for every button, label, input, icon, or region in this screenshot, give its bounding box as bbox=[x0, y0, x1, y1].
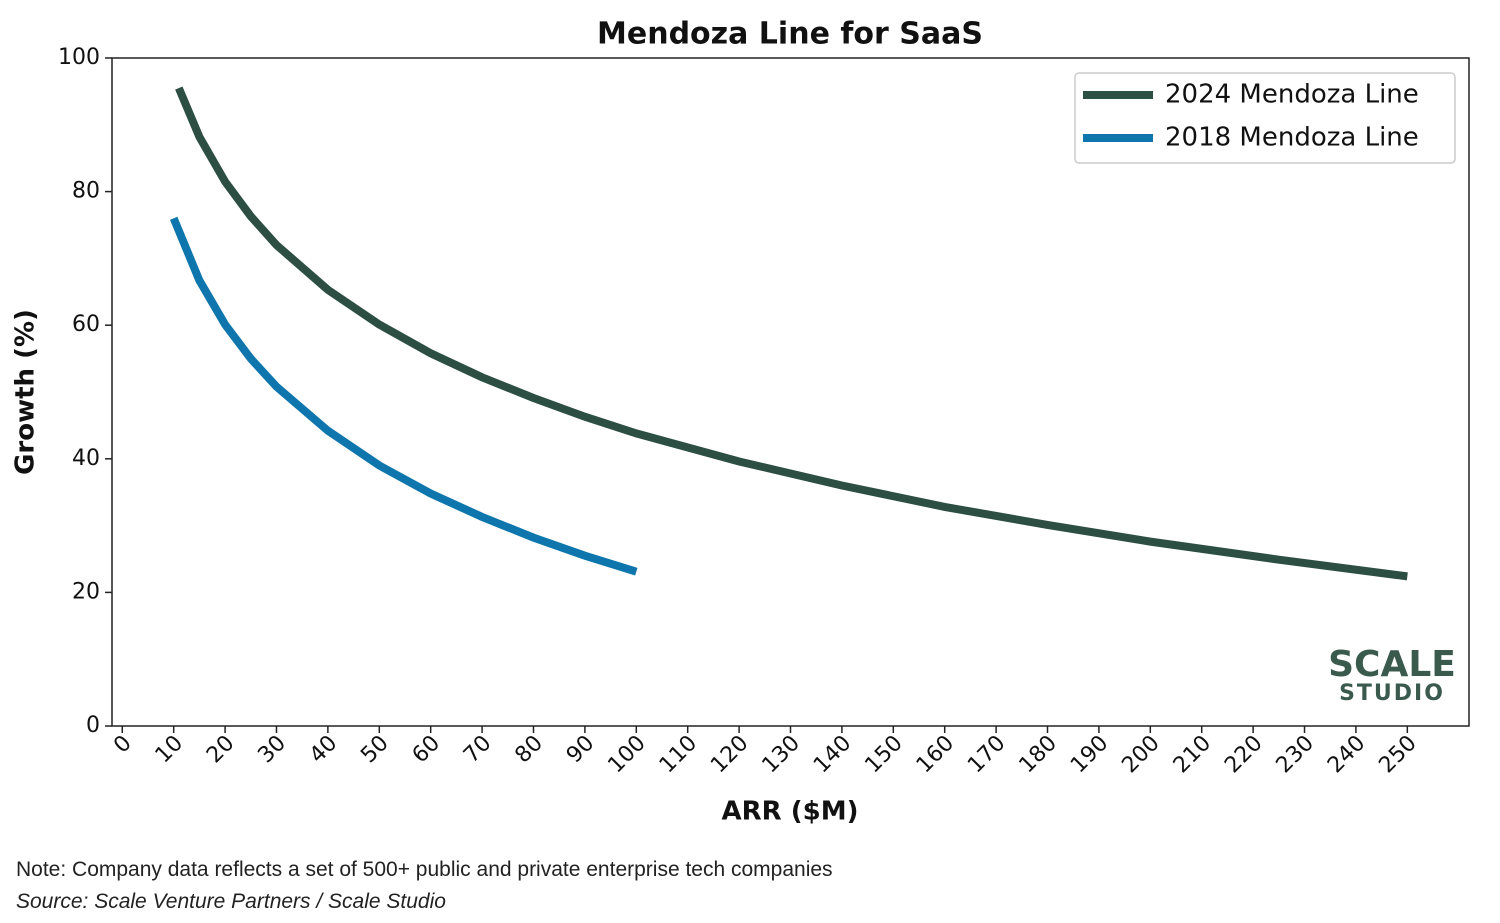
series-line bbox=[175, 86, 1408, 581]
chart-title: Mendoza Line for SaaS bbox=[597, 17, 983, 52]
x-tick-label: 150 bbox=[860, 731, 907, 778]
x-tick-label: 60 bbox=[408, 731, 445, 768]
x-tick-label: 80 bbox=[511, 731, 548, 768]
x-tick-label: 50 bbox=[356, 731, 393, 768]
x-tick-label: 240 bbox=[1323, 731, 1370, 778]
x-tick-label: 180 bbox=[1015, 731, 1062, 778]
y-tick-label: 60 bbox=[72, 312, 100, 337]
y-axis-label: Growth (%) bbox=[11, 309, 41, 475]
x-tick-label: 100 bbox=[603, 731, 650, 778]
y-tick-label: 0 bbox=[86, 713, 100, 738]
logo-line2: STUDIO bbox=[1339, 681, 1445, 706]
x-tick-label: 190 bbox=[1066, 731, 1113, 778]
x-tick-label: 130 bbox=[758, 731, 805, 778]
x-tick-label: 220 bbox=[1220, 731, 1267, 778]
x-tick-label: 170 bbox=[963, 731, 1010, 778]
x-axis-label: ARR ($M) bbox=[722, 797, 859, 827]
legend-label: 2018 Mendoza Line bbox=[1165, 123, 1419, 153]
x-tick-label: 90 bbox=[562, 731, 599, 768]
y-tick-label: 20 bbox=[72, 579, 100, 604]
y-tick-label: 80 bbox=[72, 179, 100, 204]
x-tick-label: 70 bbox=[459, 731, 496, 768]
x-tick-label: 140 bbox=[809, 731, 856, 778]
x-tick-label: 40 bbox=[305, 731, 342, 768]
y-tick-label: 100 bbox=[58, 45, 100, 70]
legend-label: 2024 Mendoza Line bbox=[1165, 80, 1419, 110]
x-tick-label: 210 bbox=[1169, 731, 1216, 778]
x-tick-label: 10 bbox=[151, 731, 188, 768]
source: Source: Scale Venture Partners / Scale S… bbox=[16, 890, 446, 913]
y-tick-label: 40 bbox=[72, 446, 100, 471]
x-tick-label: 200 bbox=[1117, 731, 1164, 778]
x-tick-label: 20 bbox=[202, 731, 239, 768]
x-tick-label: 250 bbox=[1374, 731, 1421, 778]
note: Note: Company data reflects a set of 500… bbox=[16, 858, 833, 881]
legend-box bbox=[1074, 72, 1456, 164]
x-tick-label: 230 bbox=[1272, 731, 1319, 778]
x-tick-label: 160 bbox=[912, 731, 959, 778]
x-tick-label: 120 bbox=[706, 731, 753, 778]
x-tick-label: 110 bbox=[655, 731, 702, 778]
logo-line1: SCALE bbox=[1328, 644, 1456, 685]
x-tick-label: 0 bbox=[109, 731, 137, 759]
x-tick-label: 30 bbox=[253, 731, 290, 768]
series-line bbox=[169, 216, 638, 576]
